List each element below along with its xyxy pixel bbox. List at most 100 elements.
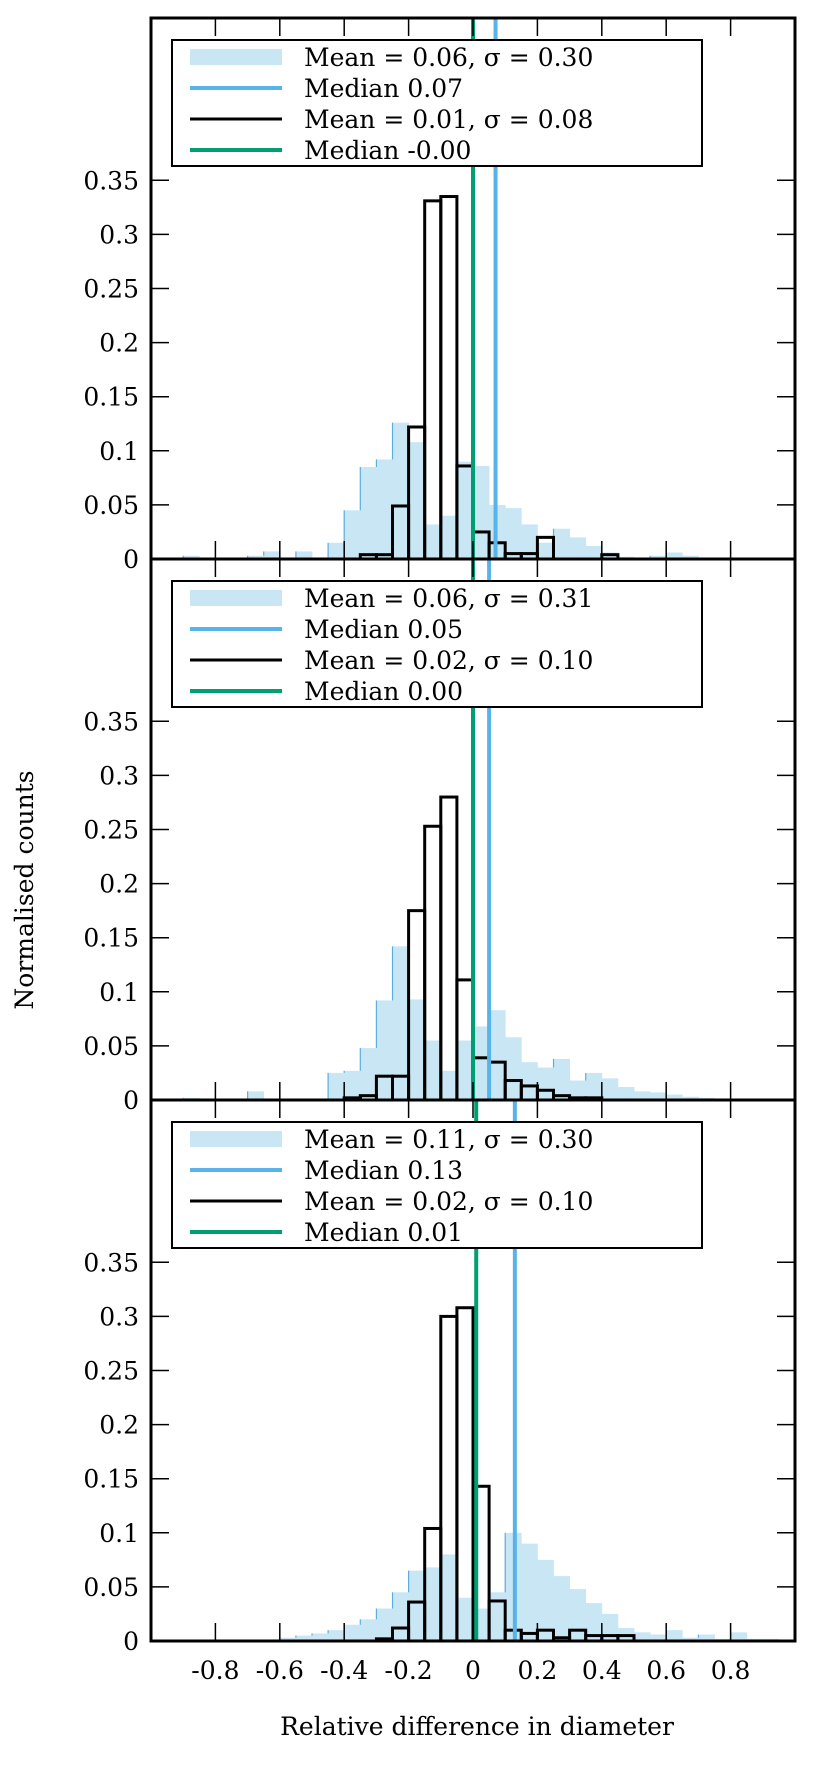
wide-hist-bar bbox=[505, 1037, 522, 1100]
x-axis bbox=[214, 18, 732, 559]
y-axis-label: Normalised counts bbox=[10, 770, 39, 1009]
wide-hist-bar bbox=[634, 1632, 651, 1641]
wide-hist-bar bbox=[730, 1632, 748, 1641]
wide-hist-bar bbox=[360, 1619, 377, 1641]
wide-hist-bar bbox=[521, 524, 538, 559]
panels-group: 0 0.05 0.1 0.15 0.2 0.25 0.3 0.35 Mean = 0.06, σ… bbox=[83, 16, 797, 1685]
wide-hist-bar bbox=[666, 1094, 683, 1100]
wide-hist-bar bbox=[666, 1630, 683, 1641]
wide-hist-bar bbox=[424, 1040, 442, 1100]
wide-histogram bbox=[279, 1532, 780, 1641]
wide-hist-bar bbox=[360, 467, 377, 559]
wide-histogram bbox=[182, 946, 731, 1100]
wide-histogram bbox=[182, 422, 699, 559]
x-tick-label: -0.6 bbox=[256, 1656, 304, 1685]
legend-label: Median 0.01 bbox=[304, 1218, 463, 1247]
narrow-hist-bar bbox=[439, 795, 459, 1102]
wide-hist-bar bbox=[569, 537, 587, 559]
y-tick-label: 0.3 bbox=[99, 1302, 139, 1331]
wide-hist-bar bbox=[682, 555, 699, 559]
wide-hist-bar bbox=[682, 1637, 699, 1641]
wide-hist-bar bbox=[344, 510, 361, 559]
y-tick-label: 0.05 bbox=[83, 1573, 139, 1602]
y-tick-label: 0.2 bbox=[99, 329, 139, 358]
y-tick-label: 0 bbox=[123, 545, 139, 574]
y-tick-label: 0.15 bbox=[83, 383, 139, 412]
wide-hist-bar bbox=[247, 555, 265, 559]
wide-hist-bar bbox=[440, 1554, 458, 1641]
legend-label: Mean = 0.01, σ = 0.08 bbox=[304, 105, 593, 134]
wide-hist-bar bbox=[392, 1592, 409, 1641]
y-axis: 0 0.05 0.1 0.15 0.2 0.25 0.3 0.35 bbox=[83, 1248, 795, 1656]
x-tick-label: 0.8 bbox=[711, 1656, 751, 1685]
legend-label: Median 0.13 bbox=[304, 1156, 463, 1185]
y-tick-label: 0.25 bbox=[83, 275, 139, 304]
legend-label: Mean = 0.02, σ = 0.10 bbox=[304, 1187, 593, 1216]
wide-hist-bar bbox=[328, 1072, 345, 1100]
y-tick-label: 0.05 bbox=[83, 491, 139, 520]
legend-label: Median -0.00 bbox=[304, 136, 471, 165]
wide-hist-bar bbox=[634, 1091, 651, 1100]
wide-hist-bar bbox=[295, 551, 313, 559]
wide-hist-bar bbox=[601, 1078, 619, 1100]
y-tick-label: 0.35 bbox=[83, 166, 139, 195]
y-axis: 0 0.05 0.1 0.15 0.2 0.25 0.3 0.35 bbox=[83, 707, 795, 1115]
wide-hist-bar bbox=[408, 1570, 426, 1641]
y-tick-label: 0.3 bbox=[99, 220, 139, 249]
y-tick-label: 0.35 bbox=[83, 1248, 139, 1277]
wide-hist-bar bbox=[537, 1559, 554, 1641]
wide-hist-bar bbox=[456, 1597, 474, 1641]
wide-hist-bar bbox=[650, 1092, 667, 1100]
y-tick-label: 0.15 bbox=[83, 924, 139, 953]
y-axis: 0 0.05 0.1 0.15 0.2 0.25 0.3 0.35 bbox=[83, 166, 795, 574]
wide-hist-bar bbox=[585, 1072, 603, 1100]
wide-hist-bar bbox=[376, 1000, 393, 1100]
y-tick-label: 0.25 bbox=[83, 1357, 139, 1386]
wide-hist-bar bbox=[424, 524, 442, 559]
wide-hist-bar bbox=[537, 542, 554, 559]
y-tick-label: 0.2 bbox=[99, 870, 139, 899]
wide-hist-bar bbox=[473, 465, 490, 559]
y-tick-label: 0 bbox=[123, 1086, 139, 1115]
wide-hist-bar bbox=[456, 1040, 474, 1100]
legend-label: Mean = 0.06, σ = 0.30 bbox=[304, 43, 593, 72]
wide-hist-bar bbox=[489, 1010, 506, 1100]
wide-hist-bar bbox=[650, 555, 667, 559]
wide-hist-bar bbox=[376, 459, 393, 559]
wide-hist-bar bbox=[312, 1633, 329, 1641]
x-tick-label: -0.4 bbox=[320, 1656, 368, 1685]
wide-hist-bar bbox=[537, 1067, 554, 1100]
wide-hist-bar bbox=[505, 508, 522, 559]
wide-hist-bar bbox=[553, 1058, 570, 1100]
wide-hist-bar bbox=[295, 1635, 313, 1641]
wide-hist-bar bbox=[344, 1070, 361, 1100]
y-tick-label: 0.05 bbox=[83, 1032, 139, 1061]
y-tick-label: 0 bbox=[123, 1627, 139, 1656]
x-tick-label: 0.4 bbox=[582, 1656, 622, 1685]
legend-label: Median 0.07 bbox=[304, 74, 463, 103]
legend-label: Mean = 0.11, σ = 0.30 bbox=[304, 1125, 593, 1154]
wide-hist-bar bbox=[569, 1080, 587, 1100]
wide-hist-bar bbox=[279, 1637, 297, 1641]
wide-hist-bar bbox=[392, 946, 409, 1100]
x-tick-label: -0.8 bbox=[191, 1656, 239, 1685]
wide-hist-bar bbox=[440, 515, 458, 559]
x-axis: -0.8 -0.6 -0.4 -0.2 0 0.2 0.4 0.6 0.8 bbox=[191, 1100, 750, 1685]
wide-hist-bar bbox=[682, 1096, 699, 1100]
wide-hist-bar bbox=[489, 1592, 506, 1641]
x-tick-label: -0.2 bbox=[384, 1656, 432, 1685]
wide-hist-bar bbox=[617, 1087, 635, 1100]
y-tick-label: 0.2 bbox=[99, 1411, 139, 1440]
legend-label: Median 0.00 bbox=[304, 677, 463, 706]
legend-label: Median 0.05 bbox=[304, 615, 463, 644]
y-tick-label: 0.25 bbox=[83, 816, 139, 845]
wide-hist-bar bbox=[247, 1091, 265, 1100]
x-tick-label: 0.6 bbox=[646, 1656, 686, 1685]
wide-hist-bar bbox=[376, 1608, 393, 1641]
x-axis bbox=[214, 559, 732, 1100]
wide-hist-bar bbox=[360, 1048, 377, 1100]
wide-hist-bar bbox=[553, 1576, 570, 1641]
panel-bottom: 00.050.10.150.20.250.30.35-0.8 -0.6 -0.4 -0… bbox=[83, 1098, 797, 1685]
